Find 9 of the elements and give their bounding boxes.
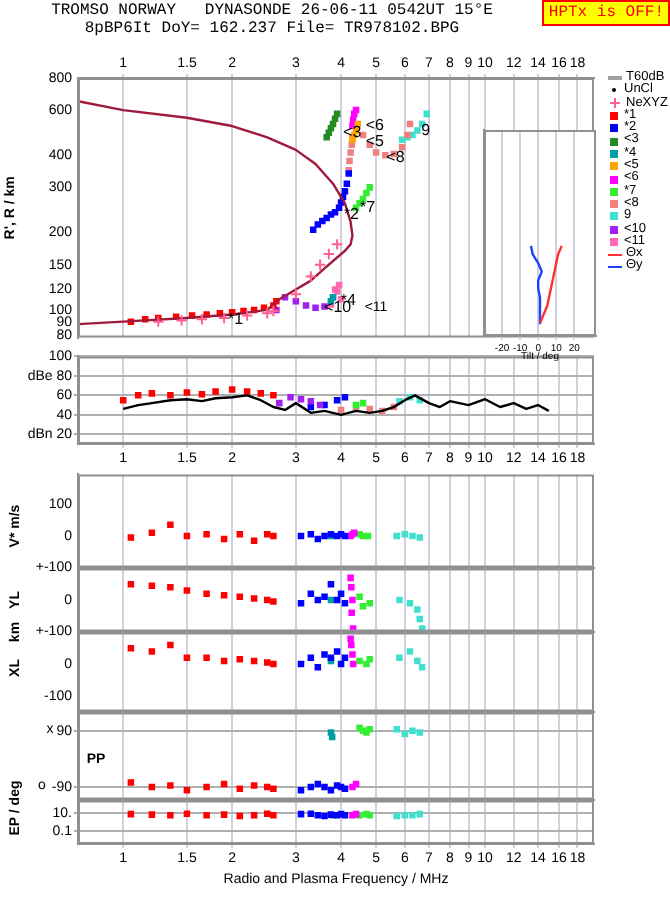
annotation: <8: [386, 147, 406, 166]
chart-title: TROMSO NORWAY DYNASONDE 26-06-11 0542UT 15°E: [49, 2, 495, 20]
annotation: <6: [365, 116, 386, 135]
annotation: *7: [360, 198, 377, 217]
text: HPTx is OFF!: [542, 0, 670, 26]
annotation: *1: [228, 309, 245, 328]
annotation: <5: [365, 132, 386, 151]
chart-subtitle: 8pBP6It DoY= 162.237 File= TR978102.BPG: [82, 20, 462, 38]
annotation: 9: [421, 120, 432, 139]
